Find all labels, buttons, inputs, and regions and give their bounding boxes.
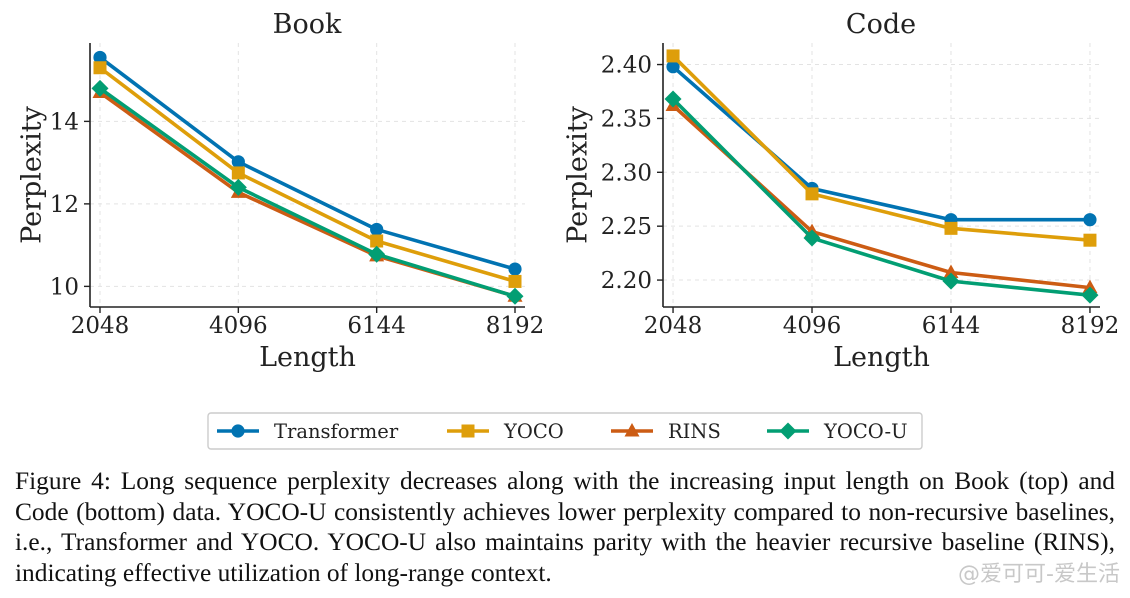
y-axis-label: Perplexity bbox=[563, 105, 594, 243]
series-line-yoco bbox=[98, 66, 516, 284]
y-tick-label: 2.25 bbox=[601, 214, 652, 240]
legend-box bbox=[207, 412, 923, 450]
figure-caption: Figure 4: Long sequence perplexity decre… bbox=[15, 467, 1115, 587]
legend-marker-transformer bbox=[231, 424, 245, 438]
y-tick-label: 12 bbox=[50, 192, 79, 218]
data-point-transformer bbox=[1083, 213, 1097, 227]
figure: 10 12 14 2048 4096 6144 8192 Book Length Perplexi… bbox=[17, 9, 1120, 450]
data-point-transformer bbox=[93, 50, 107, 65]
y-tick-label: 14 bbox=[50, 109, 79, 135]
data-point-yoco-u bbox=[803, 229, 821, 247]
legend-marker-rins bbox=[624, 423, 640, 437]
data-point-transformer bbox=[231, 155, 245, 169]
series-line-transformer bbox=[671, 65, 1090, 222]
x-tick-label: 4096 bbox=[209, 313, 268, 339]
y-tick-label: 10 bbox=[50, 274, 79, 300]
legend-label-transformer: Transformer bbox=[274, 420, 399, 443]
series-line-yoco-u bbox=[98, 86, 516, 298]
x-tick-label: 2048 bbox=[644, 313, 703, 339]
x-axis-label: Length bbox=[833, 342, 930, 373]
legend-label-yoco: YOCO bbox=[503, 420, 564, 443]
x-axis-label: Length bbox=[259, 342, 356, 373]
data-point-yoco bbox=[508, 274, 522, 288]
y-tick-label: 2.20 bbox=[601, 268, 652, 294]
legend-label-rins: RINS bbox=[668, 420, 721, 443]
x-tick-label: 8192 bbox=[486, 313, 545, 339]
data-point-yoco bbox=[1083, 233, 1097, 247]
data-point-yoco bbox=[231, 166, 245, 180]
series-line-yoco bbox=[671, 54, 1091, 242]
y-tick-label: 2.30 bbox=[601, 160, 652, 186]
chart-panel-code: 2.20 2.25 2.30 2.35 2.40 2048 4096 6144 8192 Code… bbox=[563, 9, 1120, 373]
data-point-transformer bbox=[508, 262, 522, 276]
data-point-yoco bbox=[944, 221, 958, 235]
data-point-yoco bbox=[805, 187, 819, 201]
chart-title: Code bbox=[846, 9, 916, 40]
x-tick-label: 6144 bbox=[347, 313, 406, 339]
data-point-yoco bbox=[93, 61, 107, 75]
data-point-rins bbox=[943, 264, 959, 279]
legend-marker-yoco bbox=[461, 424, 475, 438]
legend-label-yoco-u: YOCO-U bbox=[823, 420, 908, 443]
series-line-yoco-u bbox=[671, 97, 1091, 297]
data-point-yoco bbox=[370, 234, 384, 248]
data-point-transformer bbox=[370, 222, 384, 237]
data-point-rins bbox=[1082, 279, 1098, 294]
series-line-transformer bbox=[98, 56, 516, 271]
watermark: @爱可可-爱生活 bbox=[958, 562, 1120, 587]
data-point-yoco-u bbox=[229, 178, 247, 196]
data-point-yoco bbox=[666, 49, 680, 63]
data-point-yoco-u bbox=[91, 79, 109, 97]
chart-panel-book: 10 12 14 2048 4096 6144 8192 Book Length Perplexi… bbox=[17, 9, 545, 373]
x-tick-label: 6144 bbox=[922, 313, 981, 339]
data-point-yoco-u bbox=[368, 245, 386, 263]
y-tick-label: 2.35 bbox=[601, 106, 652, 132]
data-point-yoco-u bbox=[1081, 286, 1099, 304]
data-point-yoco-u bbox=[506, 287, 524, 305]
x-tick-label: 4096 bbox=[783, 313, 842, 339]
x-tick-label: 8192 bbox=[1061, 313, 1120, 339]
y-axis-label: Perplexity bbox=[17, 105, 48, 243]
data-point-transformer bbox=[666, 60, 680, 74]
legend-marker-yoco-u bbox=[779, 422, 797, 440]
legend: Transformer YOCO RINS YOCO-U bbox=[207, 412, 923, 450]
y-tick-label: 2.40 bbox=[601, 53, 652, 79]
data-point-yoco-u bbox=[664, 90, 682, 108]
data-point-yoco-u bbox=[942, 272, 960, 290]
chart-title: Book bbox=[273, 9, 342, 40]
x-tick-label: 2048 bbox=[71, 313, 130, 339]
